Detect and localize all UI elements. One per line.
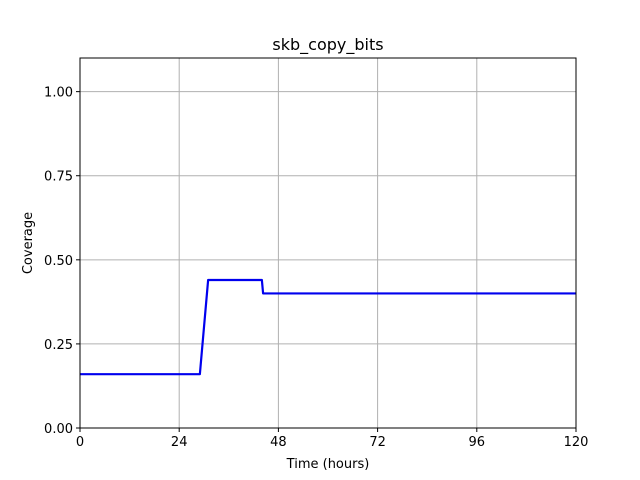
y-axis-ticks: 0.00 0.25 0.50 0.75 1.00 bbox=[44, 86, 80, 437]
x-tick-label: 0 bbox=[76, 435, 84, 450]
x-tick-label: 120 bbox=[564, 435, 589, 450]
y-tick-label: 1.00 bbox=[44, 86, 73, 101]
x-tick-label: 48 bbox=[270, 435, 287, 450]
y-axis-label: Coverage bbox=[21, 212, 36, 274]
y-tick-label: 0.00 bbox=[44, 422, 73, 437]
x-tick-label: 96 bbox=[469, 435, 486, 450]
grid-lines bbox=[79, 58, 577, 429]
plot-area-frame bbox=[79, 57, 577, 429]
y-tick-label: 0.50 bbox=[44, 254, 73, 269]
series-lines bbox=[80, 278, 576, 376]
y-tick-label: 0.75 bbox=[44, 170, 73, 185]
x-tick-label: 24 bbox=[171, 435, 188, 450]
coverage-series-line bbox=[80, 278, 576, 376]
x-axis-ticks: 0 24 48 72 96 120 bbox=[76, 428, 589, 450]
y-tick-label: 0.25 bbox=[44, 338, 73, 353]
x-tick-label: 72 bbox=[369, 435, 386, 450]
x-axis-label: Time (hours) bbox=[286, 457, 370, 472]
chart-title: skb_copy_bits bbox=[272, 35, 383, 55]
